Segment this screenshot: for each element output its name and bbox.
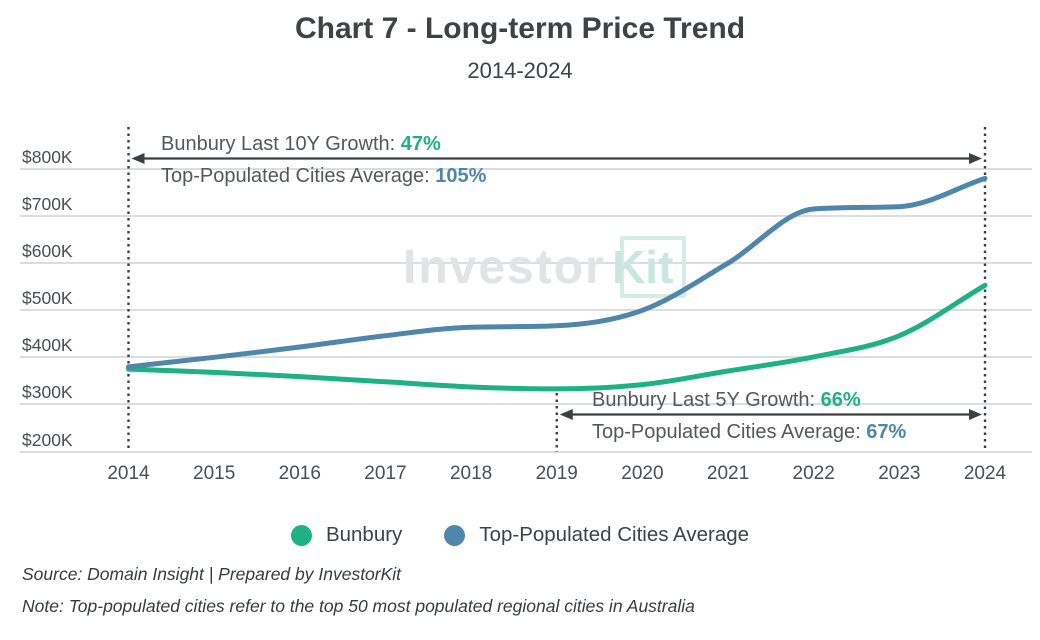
annotation-10y-cities-value: 105% [435, 165, 487, 187]
x-axis-tick-label: 2022 [792, 463, 835, 484]
y-axis-tick-label: $500K [22, 288, 73, 309]
legend: Bunbury Top-Populated Cities Average [0, 523, 1040, 547]
x-axis-tick-label: 2015 [193, 463, 236, 484]
y-axis-tick-label: $700K [22, 194, 73, 215]
annotation-10y-bunbury-value: 47% [400, 133, 441, 155]
x-axis-tick-label: 2020 [621, 463, 664, 484]
watermark-kit-box: Kit [612, 236, 686, 298]
legend-item: Top-Populated Cities Average [444, 523, 749, 547]
annotation-5y-bunbury-value: 66% [820, 389, 861, 411]
y-axis-tick-label: $300K [22, 382, 73, 403]
annotation-5y-cities-value: 67% [866, 421, 907, 443]
y-axis-tick-label: $800K [22, 147, 73, 167]
gridline [20, 356, 1032, 359]
legend-label: Bunbury [325, 523, 403, 546]
x-axis-tick-label: 2018 [449, 463, 493, 484]
chart-subtitle: 2014-2024 [467, 58, 573, 83]
legend-dot-icon [444, 524, 466, 546]
x-axis-tick-label: 2014 [107, 463, 150, 484]
arrow-10y-span-head-right [969, 153, 982, 164]
x-axis-tick-label: 2019 [535, 463, 578, 484]
y-axis-tick-label: $400K [22, 335, 73, 356]
investorkit-watermark: Investor Kit [403, 236, 686, 298]
gridline [20, 168, 1032, 170]
gridline [20, 215, 1032, 218]
gridline [20, 309, 1032, 312]
annotation-10y-bunbury: Bunbury Last 10Y Growth: 47% [161, 133, 441, 156]
arrow-5y-span-head-right [969, 409, 982, 420]
watermark-text-kit: Kit [612, 241, 674, 293]
annotation-5y-bunbury: Bunbury Last 5Y Growth: 66% [592, 389, 861, 412]
y-axis-tick-label: $600K [22, 241, 73, 262]
arrow-10y-span-head-left [131, 153, 145, 164]
annotation-10y-bunbury-label: Bunbury Last 10Y Growth: [161, 133, 401, 155]
legend-dot-icon [290, 524, 312, 546]
watermark-text-investor: Investor [403, 240, 606, 294]
legend-item: Bunbury [290, 523, 403, 547]
source-text: Source: Domain Insight | Prepared by Inv… [22, 564, 402, 584]
x-axis-tick-label: 2021 [706, 463, 750, 484]
x-axis-tick-label: 2023 [878, 463, 921, 484]
y-axis-tick-label: $200K [22, 429, 73, 450]
annotation-5y-cities-label: Top-Populated Cities Average: [592, 421, 867, 443]
annotation-10y-cities: Top-Populated Cities Average: 105% [161, 165, 486, 188]
series-line-bunbury [126, 282, 988, 392]
note-text: Note: Top-populated cities refer to the … [22, 596, 695, 616]
x-axis-tick-label: 2016 [278, 463, 321, 484]
arrow-5y-span-head-left [559, 409, 573, 420]
gridline [20, 450, 1032, 453]
legend-label: Top-Populated Cities Average [479, 523, 750, 546]
annotation-5y-bunbury-label: Bunbury Last 5Y Growth: [592, 389, 821, 411]
gridline [20, 403, 1032, 406]
annotation-5y-cities: Top-Populated Cities Average: 67% [592, 421, 906, 444]
annotation-10y-cities-label: Top-Populated Cities Average: [161, 165, 436, 187]
x-axis-tick-label: 2017 [364, 463, 407, 484]
x-axis-tick-label: 2024 [963, 463, 1007, 484]
chart-title: Chart 7 - Long-term Price Trend [294, 12, 746, 45]
